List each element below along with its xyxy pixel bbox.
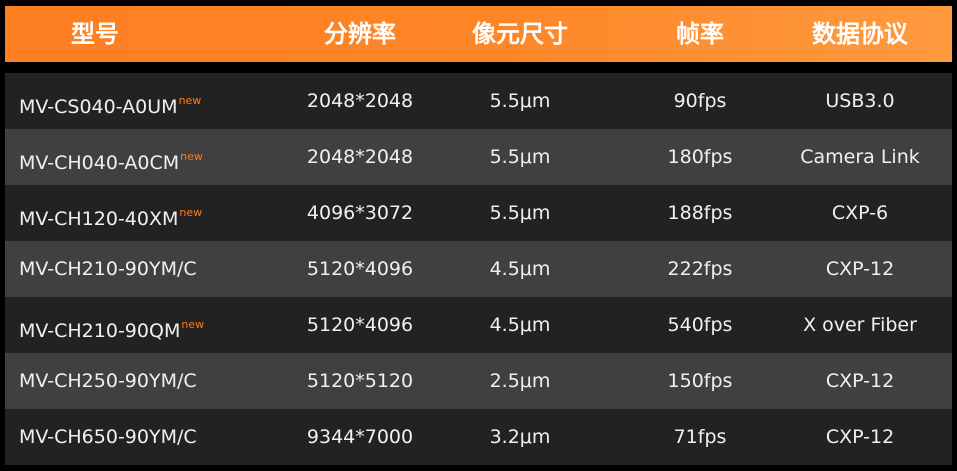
header-model: 型号: [71, 20, 119, 48]
pixel-cell: 5.5μm: [489, 146, 551, 168]
new-badge: new: [178, 94, 202, 107]
resolution-cell: 5120*4096: [306, 258, 414, 280]
table-row: MV-CH120-40XMnew 4096*3072 5.5μm 188fps CXP-…: [5, 185, 952, 241]
protocol-cell: X over Fiber: [803, 314, 917, 336]
model-cell: MV-CH650-90YM/C: [19, 409, 197, 465]
header-frame-rate: 帧率: [676, 20, 724, 48]
table-header: 型号 分辨率 像元尺寸 帧率 数据协议: [5, 6, 952, 62]
model-name: MV-CH210-90QM: [19, 320, 181, 342]
model-cell: MV-CH250-90YM/C: [19, 353, 197, 409]
resolution-cell: 2048*2048: [306, 146, 414, 168]
model-cell: MV-CH210-90QMnew: [19, 297, 204, 353]
new-badge: new: [181, 318, 205, 331]
header-protocol: 数据协议: [812, 20, 908, 48]
pixel-cell: 3.2μm: [489, 426, 551, 448]
table-row: MV-CH040-A0CMnew 2048*2048 5.5μm 180fps Came…: [5, 129, 952, 185]
pixel-cell: 4.5μm: [489, 258, 551, 280]
model-name: MV-CH210-90YM/C: [19, 258, 197, 280]
header-resolution: 分辨率: [324, 20, 396, 48]
protocol-cell: CXP-12: [825, 258, 895, 280]
pixel-cell: 5.5μm: [489, 90, 551, 112]
table-row: MV-CH210-90YM/C 5120*4096 4.5μm 222fps CXP-1…: [5, 241, 952, 297]
header-pixel-size: 像元尺寸: [472, 20, 568, 48]
resolution-cell: 4096*3072: [306, 202, 414, 224]
table-row: MV-CH650-90YM/C 9344*7000 3.2μm 71fps CXP-12: [5, 409, 952, 465]
model-cell: MV-CH040-A0CMnew: [19, 129, 203, 185]
protocol-cell: CXP-12: [825, 370, 895, 392]
resolution-cell: 2048*2048: [306, 90, 414, 112]
fps-cell: 150fps: [667, 370, 733, 392]
model-name: MV-CH250-90YM/C: [19, 370, 197, 392]
fps-cell: 90fps: [673, 90, 727, 112]
model-name: MV-CH040-A0CM: [19, 152, 180, 174]
model-cell: MV-CH120-40XMnew: [19, 185, 202, 241]
resolution-cell: 5120*4096: [306, 314, 414, 336]
pixel-cell: 5.5μm: [489, 202, 551, 224]
protocol-cell: CXP-6: [831, 202, 889, 224]
fps-cell: 188fps: [667, 202, 733, 224]
model-cell: MV-CH210-90YM/C: [19, 241, 197, 297]
resolution-cell: 5120*5120: [306, 370, 414, 392]
table-row: MV-CH210-90QMnew 5120*4096 4.5μm 540fps X ov…: [5, 297, 952, 353]
model-cell: MV-CS040-A0UMnew: [19, 73, 201, 129]
model-name: MV-CH120-40XM: [19, 208, 179, 230]
protocol-cell: Camera Link: [800, 146, 920, 168]
fps-cell: 71fps: [673, 426, 727, 448]
fps-cell: 180fps: [667, 146, 733, 168]
table-body: MV-CS040-A0UMnew 2048*2048 5.5μm 90fps USB3.…: [5, 73, 952, 465]
new-badge: new: [180, 150, 203, 163]
model-name: MV-CS040-A0UM: [19, 96, 178, 118]
fps-cell: 540fps: [667, 314, 733, 336]
pixel-cell: 4.5μm: [489, 314, 551, 336]
table-row: MV-CS040-A0UMnew 2048*2048 5.5μm 90fps USB3.…: [5, 73, 952, 129]
pixel-cell: 2.5μm: [489, 370, 551, 392]
model-name: MV-CH650-90YM/C: [19, 426, 197, 448]
fps-cell: 222fps: [667, 258, 733, 280]
resolution-cell: 9344*7000: [306, 426, 414, 448]
protocol-cell: CXP-12: [825, 426, 895, 448]
protocol-cell: USB3.0: [825, 90, 895, 112]
table-row: MV-CH250-90YM/C 5120*5120 2.5μm 150fps CXP-1…: [5, 353, 952, 409]
new-badge: new: [179, 206, 203, 219]
